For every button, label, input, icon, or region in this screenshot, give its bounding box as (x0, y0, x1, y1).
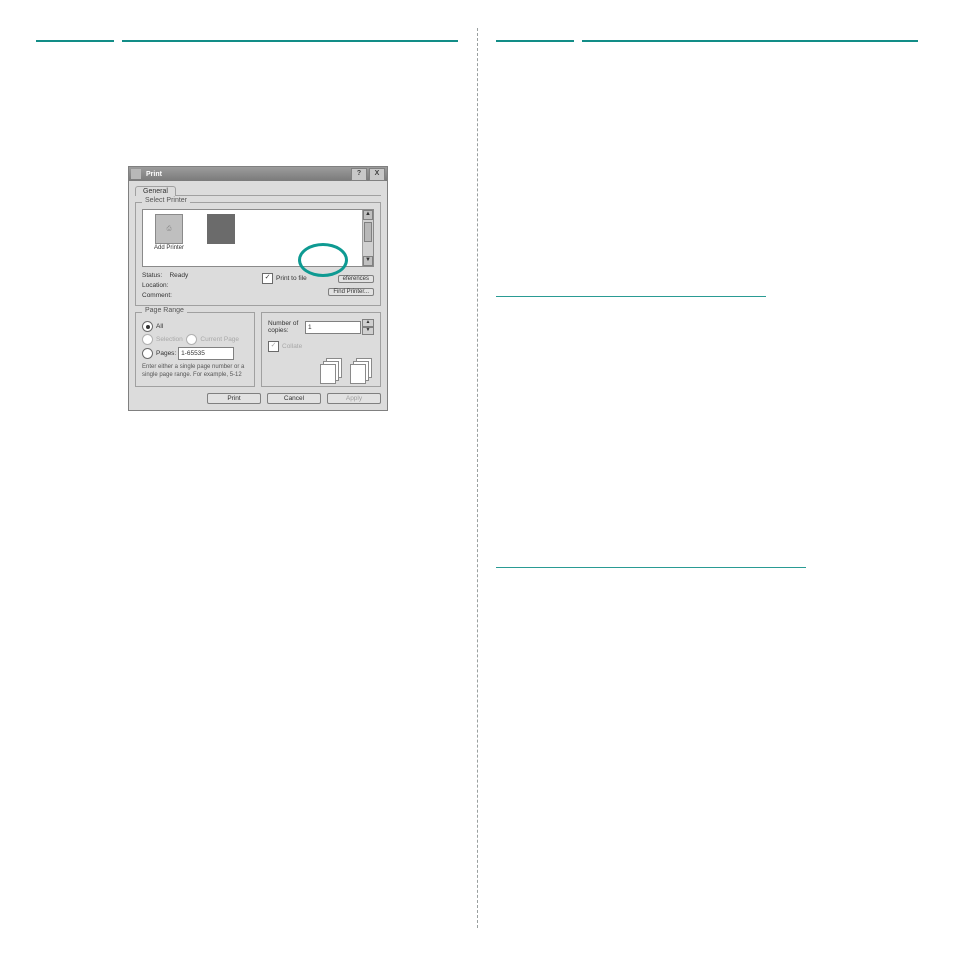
group-select-printer-legend: Select Printer (142, 197, 190, 204)
radio-current-page (186, 334, 197, 345)
copies-down-icon[interactable]: ▼ (362, 327, 374, 335)
page-range-and-copies-row: Page Range All Selection Current Page (135, 312, 381, 387)
radio-pages-row[interactable]: Pages: 1-65535 (142, 347, 248, 360)
printer-list-scrollbar[interactable]: ▲ ▼ (362, 210, 373, 266)
group-select-printer: Select Printer ⎙ Add Printer ▲ ▼ (135, 202, 381, 306)
radio-pages[interactable] (142, 348, 153, 359)
location-label: Location: (142, 282, 168, 289)
scroll-thumb[interactable] (364, 222, 372, 242)
cancel-button[interactable]: Cancel (267, 393, 321, 404)
radio-all-label: All (156, 323, 163, 330)
copies-label: Number of copies: (268, 320, 303, 334)
radio-pages-label: Pages: (156, 350, 176, 357)
copies-input[interactable]: 1 (305, 321, 361, 334)
tabstrip: General (135, 185, 381, 196)
column-divider (477, 28, 478, 928)
collate-label: Collate (282, 343, 302, 350)
collate-stack-2-icon (350, 358, 374, 382)
status-value: Ready (169, 272, 188, 279)
radio-all[interactable] (142, 321, 153, 332)
dialog-bottom-buttons: Print Cancel Apply (135, 393, 381, 404)
group-page-range: Page Range All Selection Current Page (135, 312, 255, 387)
radio-selection-row: Selection Current Page (142, 334, 248, 345)
collate-row: ✓ Collate (268, 341, 374, 352)
dialog-body: General Select Printer ⎙ Add Printer ▲ (129, 181, 387, 410)
scroll-up-icon[interactable]: ▲ (363, 210, 373, 220)
print-to-file-checkbox[interactable]: ✓ (262, 273, 273, 284)
collate-illustration (268, 358, 374, 382)
add-printer-icon: ⎙ (155, 214, 183, 244)
default-printer-item[interactable] (199, 212, 243, 264)
rule-top-left-2 (122, 40, 458, 42)
group-page-range-legend: Page Range (142, 307, 187, 314)
manual-page: Print ? X General Select Printer ⎙ Add P… (0, 0, 954, 954)
radio-all-row[interactable]: All (142, 321, 248, 332)
pages-input[interactable]: 1-65535 (178, 347, 234, 360)
radio-current-page-label: Current Page (200, 336, 239, 343)
apply-button[interactable]: Apply (327, 393, 381, 404)
status-label: Status: (142, 272, 162, 279)
page-range-hint: Enter either a single page number or a s… (142, 363, 248, 379)
preferences-button[interactable]: eferences (338, 275, 374, 283)
printer-list[interactable]: ⎙ Add Printer ▲ ▼ (142, 209, 374, 267)
tab-general[interactable]: General (135, 186, 176, 196)
dialog-titlebar[interactable]: Print ? X (129, 167, 387, 181)
print-dialog: Print ? X General Select Printer ⎙ Add P… (128, 166, 388, 411)
print-to-file-label: Print to file (276, 275, 307, 282)
help-button[interactable]: ? (351, 168, 367, 181)
group-copies: Number of copies: 1 ▲ ▼ ✓ Collate (261, 312, 381, 387)
find-printer-button[interactable]: Find Printer... (328, 288, 374, 296)
collate-checkbox: ✓ (268, 341, 279, 352)
print-to-file-row[interactable]: ✓ Print to file eferences (262, 273, 374, 284)
comment-label: Comment: (142, 292, 172, 299)
copies-spinner[interactable]: 1 ▲ ▼ (305, 319, 374, 335)
section-rule-right-2 (496, 567, 806, 568)
scroll-down-icon[interactable]: ▼ (363, 256, 373, 266)
printer-status-area: Status: Ready Location: Comment: (142, 271, 374, 301)
print-button[interactable]: Print (207, 393, 261, 404)
radio-selection (142, 334, 153, 345)
copies-up-icon[interactable]: ▲ (362, 319, 374, 327)
add-printer-label: Add Printer (147, 245, 191, 251)
dialog-title: Print (144, 171, 349, 178)
add-printer-item[interactable]: ⎙ Add Printer (147, 212, 191, 264)
printer-app-icon (131, 169, 141, 179)
default-printer-icon (207, 214, 235, 244)
rule-top-right-1 (496, 40, 574, 42)
rule-top-left-1 (36, 40, 114, 42)
section-rule-right-1 (496, 296, 766, 297)
radio-selection-label: Selection (156, 336, 183, 343)
collate-stack-1-icon (320, 358, 344, 382)
close-button[interactable]: X (369, 168, 385, 181)
rule-top-right-2 (582, 40, 918, 42)
